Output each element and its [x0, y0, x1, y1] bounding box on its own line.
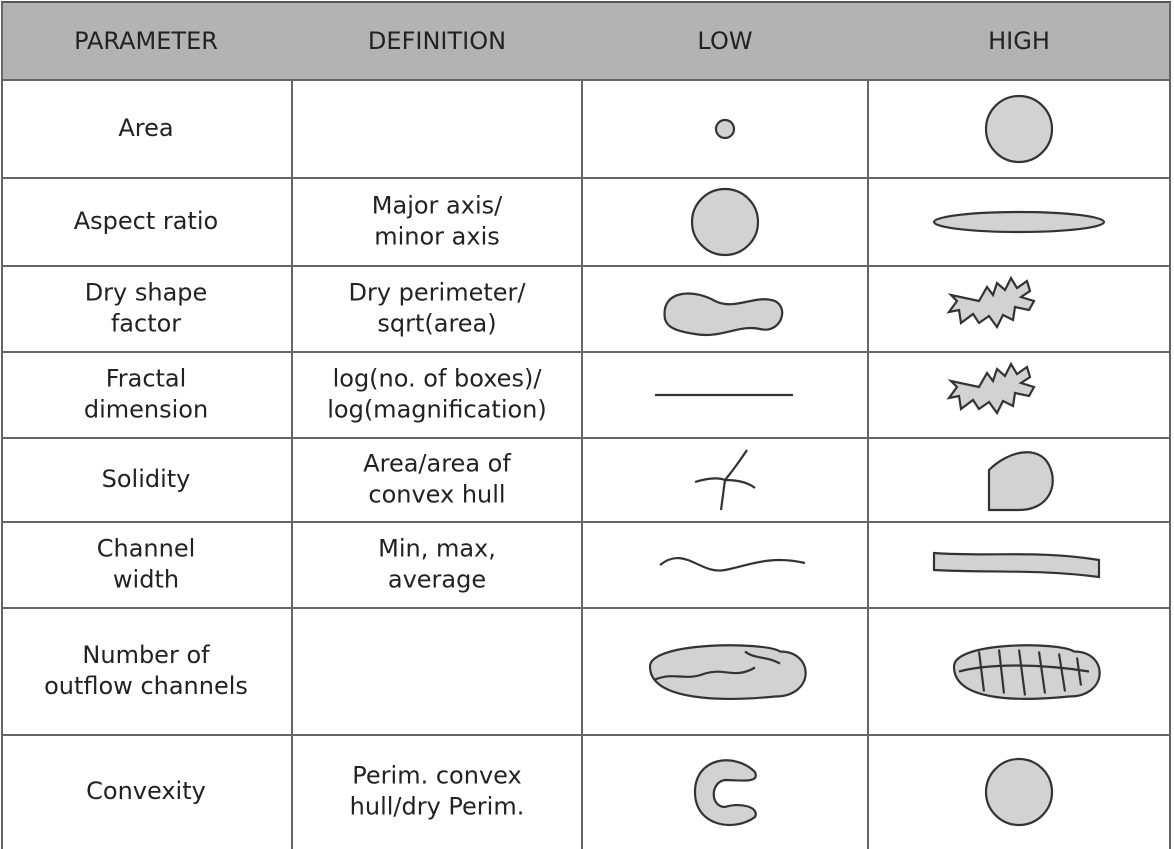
parameter-name: dimension — [84, 396, 208, 424]
shape-illustration — [986, 96, 1052, 162]
definition-text: hull/dry Perim. — [350, 793, 525, 821]
outline — [934, 553, 1099, 577]
parameter-name: Aspect ratio — [74, 207, 219, 235]
definition-text: average — [388, 566, 486, 594]
column-header: LOW — [697, 27, 752, 55]
outline — [695, 760, 756, 825]
shape-illustration — [986, 759, 1052, 825]
definition-text: sqrt(area) — [377, 310, 496, 338]
parameter-name: factor — [111, 310, 181, 338]
parameter-name: Convexity — [86, 777, 206, 805]
definition-text: Min, max, — [378, 535, 496, 563]
outline — [949, 364, 1034, 413]
shape-illustration — [949, 278, 1034, 327]
outline — [986, 759, 1052, 825]
shape-illustration — [989, 452, 1053, 510]
definition-text: minor axis — [374, 223, 500, 251]
definition-text: log(magnification) — [327, 396, 547, 424]
outline — [716, 120, 734, 138]
outline — [934, 212, 1104, 232]
parameter-name: Number of — [82, 641, 210, 669]
parameter-name: Solidity — [102, 465, 191, 493]
shape-illustration — [716, 120, 734, 138]
definition-text: log(no. of boxes)/ — [333, 365, 543, 393]
definition-text: Dry perimeter/ — [349, 279, 527, 307]
outline — [989, 452, 1053, 510]
definition-text: Area/area of — [363, 450, 511, 478]
definition-text: convex hull — [368, 481, 505, 509]
shape-illustration — [934, 212, 1104, 232]
column-header: HIGH — [988, 27, 1050, 55]
shape-illustration — [934, 553, 1099, 577]
outline — [692, 189, 758, 255]
outline — [660, 558, 805, 571]
parameter-name: width — [113, 566, 179, 594]
definition-text: Major axis/ — [372, 192, 503, 220]
column-header: DEFINITION — [368, 27, 506, 55]
shape-illustration — [692, 189, 758, 255]
shape-illustration — [949, 364, 1034, 413]
outline — [954, 645, 1100, 699]
parameter-name: Dry shape — [85, 279, 208, 307]
outline — [695, 450, 755, 510]
parameter-name: Area — [118, 114, 173, 142]
shape-illustration — [650, 645, 806, 699]
shape-illustration — [665, 294, 783, 336]
parameter-name: Fractal — [106, 365, 187, 393]
shape-illustration — [954, 645, 1100, 699]
column-header: PARAMETER — [74, 27, 218, 55]
outline — [949, 278, 1034, 327]
parameter-name: outflow channels — [44, 672, 248, 700]
parameter-name: Channel — [97, 535, 196, 563]
table-figure: PARAMETER DEFINITION LOW HIGH Area Aspect rat… — [0, 0, 1174, 849]
shape-illustration — [695, 760, 756, 825]
shape-illustration — [660, 558, 805, 571]
shape-illustration — [695, 450, 755, 510]
outline — [665, 294, 783, 336]
definition-text: Perim. convex — [352, 762, 521, 790]
outline — [986, 96, 1052, 162]
